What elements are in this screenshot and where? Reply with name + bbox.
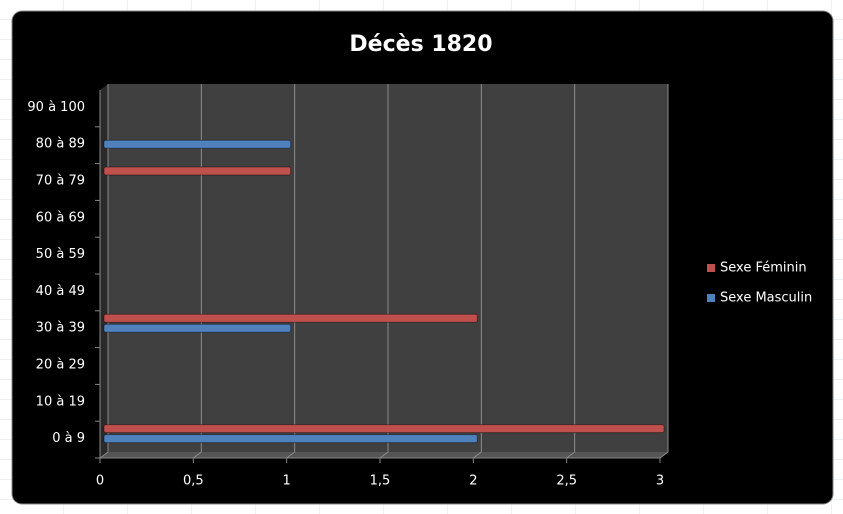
grid-line — [193, 84, 202, 459]
side-wall — [100, 84, 108, 458]
y-tick-label: 70 à 79 — [36, 174, 85, 189]
bar — [103, 434, 478, 444]
grid-line — [659, 84, 669, 459]
x-tick-label: 1 — [283, 474, 291, 489]
x-tick-label: 0 — [96, 474, 104, 489]
grid-line — [566, 84, 576, 459]
x-tick-label: 3 — [656, 474, 664, 489]
y-tick-label: 90 à 100 — [27, 100, 85, 115]
chart-title: Décès 1820 — [349, 32, 492, 57]
grid-line — [286, 84, 296, 459]
x-tick-label: 0,5 — [183, 474, 204, 489]
grid-line — [99, 84, 109, 459]
y-tick-label: 60 à 69 — [36, 210, 85, 225]
grid-line — [473, 84, 482, 459]
x-tick-label: 2,5 — [556, 474, 577, 489]
x-tick-label: 2 — [469, 474, 477, 489]
bar — [103, 166, 292, 176]
y-tick-label: 20 à 29 — [36, 358, 85, 373]
x-tick-label: 1,5 — [370, 474, 391, 489]
bar — [103, 139, 292, 149]
legend-swatch — [707, 264, 715, 272]
bar — [103, 313, 478, 323]
y-tick-label: 80 à 89 — [36, 137, 85, 152]
bar — [103, 424, 665, 434]
grid-line — [379, 84, 389, 459]
legend-swatch — [707, 294, 715, 302]
y-tick-label: 0 à 9 — [52, 431, 85, 446]
y-tick-label: 50 à 59 — [36, 247, 85, 262]
legend-label: Sexe Féminin — [720, 261, 807, 276]
y-tick-label: 30 à 39 — [36, 321, 85, 336]
legend-label: Sexe Masculin — [720, 291, 812, 306]
y-tick-label: 40 à 49 — [36, 284, 85, 299]
y-tick-label: 10 à 19 — [36, 394, 85, 409]
bar — [103, 323, 292, 333]
